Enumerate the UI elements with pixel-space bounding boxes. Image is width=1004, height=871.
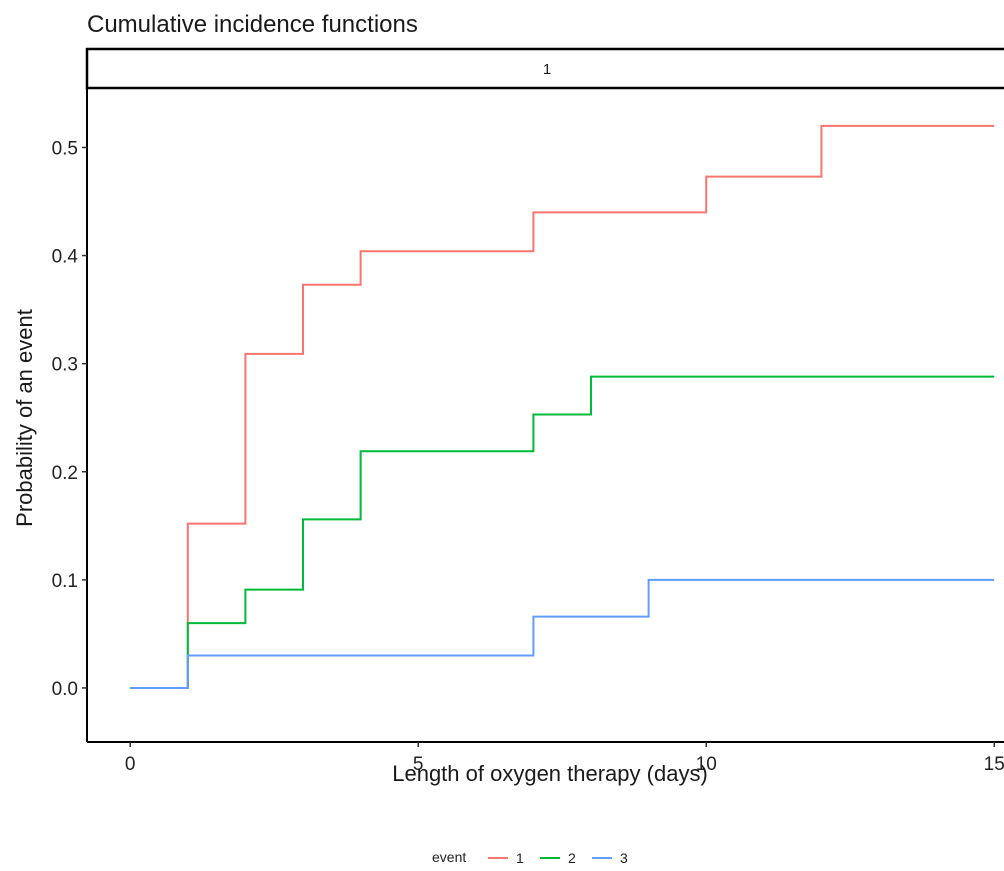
plot-area: [130, 124, 995, 689]
series-line-event-2: [130, 375, 995, 689]
facet-strip-label: 1: [543, 61, 551, 78]
series-line-event-1: [130, 124, 995, 689]
x-axis-label: Length of oxygen therapy (days): [392, 761, 708, 786]
x-axis-ticks: 0 5 10 15: [125, 742, 1004, 775]
x-tick-label: 5: [413, 754, 424, 775]
y-tick-label: 0.0: [52, 679, 78, 700]
legend-label-event-1: 1: [516, 850, 524, 866]
x-tick-label: 15: [984, 754, 1004, 775]
axes: [86, 88, 1004, 743]
y-tick-label: 0.3: [52, 355, 78, 376]
legend-label-event-2: 2: [568, 850, 576, 866]
y-tick-label: 0.1: [52, 571, 78, 592]
y-tick-label: 0.5: [52, 138, 78, 159]
y-axis-label: Probability of an event: [12, 309, 37, 527]
legend: event 1 2 3: [432, 849, 628, 866]
y-tick-label: 0.4: [52, 247, 79, 268]
chart-title: Cumulative incidence functions: [87, 11, 418, 38]
series-line-event-3: [130, 578, 995, 689]
y-axis-ticks: 0.0 0.1 0.2 0.3 0.4 0.5: [52, 138, 87, 700]
legend-title: event: [432, 849, 466, 865]
legend-label-event-3: 3: [620, 850, 628, 866]
y-tick-label: 0.2: [52, 463, 78, 484]
x-tick-label: 0: [125, 754, 136, 775]
facet-strip: [85, 47, 1004, 90]
x-tick-label: 10: [696, 754, 717, 775]
